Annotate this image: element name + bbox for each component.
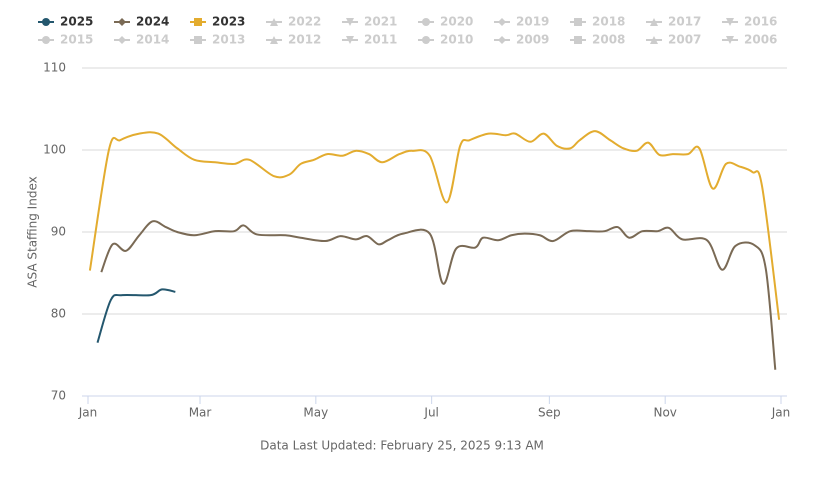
legend-symbol (726, 18, 734, 26)
legend-symbol (498, 36, 506, 44)
legend-symbol (498, 18, 506, 26)
legend-symbol (270, 18, 278, 26)
legend-label[interactable]: 2011 (364, 33, 397, 47)
legend-symbol (270, 36, 278, 44)
legend-label[interactable]: 2008 (592, 33, 625, 47)
legend-label[interactable]: 2007 (668, 33, 701, 47)
legend-symbol (118, 18, 126, 26)
legend-label[interactable]: 2009 (516, 33, 549, 47)
legend-symbol (346, 18, 354, 26)
legend-label[interactable]: 2015 (60, 33, 93, 47)
x-tick-label: Sep (538, 406, 561, 420)
legend-symbol (422, 18, 430, 26)
legend-label[interactable]: 2021 (364, 15, 397, 29)
legend-label[interactable]: 2016 (744, 15, 777, 29)
y-tick-label: 70 (51, 389, 66, 403)
x-tick-label: Jan (771, 406, 791, 420)
x-tick-label: Jan (78, 406, 98, 420)
legend-symbol (650, 36, 658, 44)
series-line (100, 220, 777, 370)
legend-symbol (118, 36, 126, 44)
legend-symbol (194, 36, 202, 44)
legend-label[interactable]: 2006 (744, 33, 777, 47)
y-tick-label: 80 (51, 307, 66, 321)
x-tick-label: Nov (653, 406, 676, 420)
legend-label[interactable]: 2017 (668, 15, 701, 29)
legend-symbol (346, 36, 354, 44)
legend-label[interactable]: 2022 (288, 15, 321, 29)
legend-label[interactable]: 2024 (136, 15, 169, 29)
x-tick-label: Mar (189, 406, 212, 420)
footnote: Data Last Updated: February 25, 2025 9:1… (260, 439, 544, 453)
legend-label[interactable]: 2023 (212, 15, 245, 29)
y-tick-label: 100 (43, 143, 66, 157)
legend-symbol (42, 36, 50, 44)
legend-symbol (194, 18, 202, 26)
x-tick-label: May (303, 406, 328, 420)
series-line (96, 288, 176, 343)
legend-symbol (574, 36, 582, 44)
legend-symbol (726, 36, 734, 44)
legend-label[interactable]: 2020 (440, 15, 473, 29)
y-tick-label: 90 (51, 225, 66, 239)
legend-label[interactable]: 2010 (440, 33, 473, 47)
legend-symbol (42, 18, 50, 26)
legend-label[interactable]: 2018 (592, 15, 625, 29)
legend-label[interactable]: 2025 (60, 15, 93, 29)
legend-label[interactable]: 2013 (212, 33, 245, 47)
legend-symbol (574, 18, 582, 26)
legend-label[interactable]: 2014 (136, 33, 169, 47)
legend-label[interactable]: 2012 (288, 33, 321, 47)
y-tick-label: 110 (43, 61, 66, 75)
series-line (88, 130, 781, 320)
x-tick-label: Jul (423, 406, 438, 420)
y-axis-title: ASA Staffing Index (26, 176, 40, 287)
legend-label[interactable]: 2019 (516, 15, 549, 29)
legend-symbol (422, 36, 430, 44)
legend-symbol (650, 18, 658, 26)
